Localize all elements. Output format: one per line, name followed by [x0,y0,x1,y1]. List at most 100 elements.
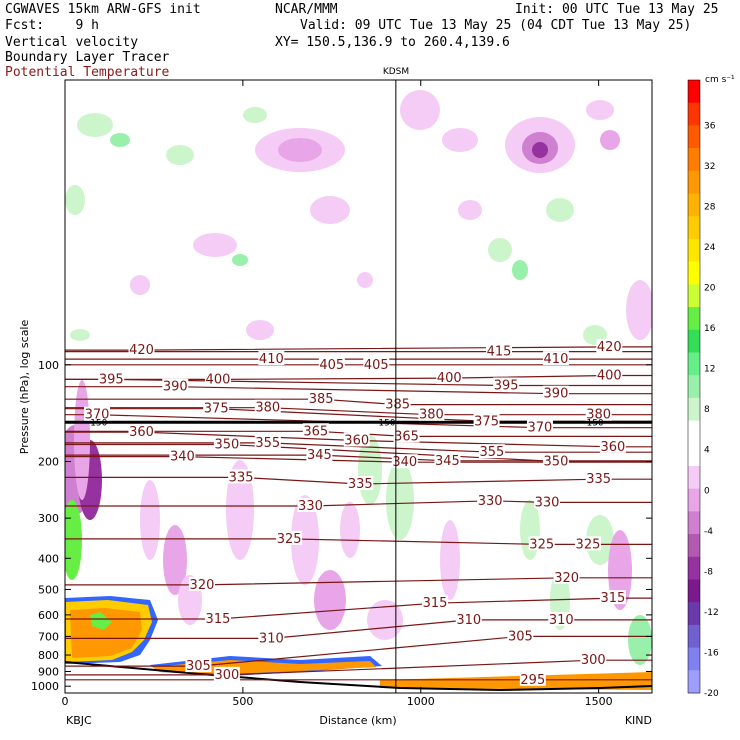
contour-label-bg [526,419,553,434]
contour-label-bg [585,471,612,486]
velocity-blob [77,113,113,137]
x-tick-label: 1500 [585,695,613,708]
contour-label-bg [542,453,569,468]
velocity-blob [278,138,322,162]
colorbar-swatch [688,352,700,376]
theta-contour-400 [65,374,652,380]
velocity-streak [440,520,460,600]
theta-contour-420 [65,346,652,351]
tracer-core [70,608,142,658]
velocity-blob [65,185,85,215]
theta-label: 390 [544,387,569,402]
theta-label: 325 [529,537,554,552]
contour-label-bg [574,536,601,551]
theta-label: 360 [344,433,369,448]
velocity-blob [546,198,574,222]
theta-label: 300 [214,668,239,683]
theta-label: 315 [423,596,448,611]
theta-label: 390 [163,380,188,395]
contour-label-bg [308,391,335,406]
contour-label-bg [384,396,411,411]
contour-label-bg [169,448,196,463]
y-tick-label: 400 [38,552,59,565]
theta-label: 420 [129,343,154,358]
theta-contour-395 [65,378,652,387]
contour-label-bg [519,671,546,686]
theta-label: 380 [419,408,444,423]
valid-time: Valid: 09 UTC Tue 13 May 25 (04 CDT Tue … [300,18,692,33]
theta-label: 410 [544,352,569,367]
velocity-streak [340,502,360,558]
velocity-blob [246,320,274,340]
theta-label: 325 [576,537,601,552]
theta-label: 360 [600,440,625,455]
contour-label-bg [486,343,513,358]
velocity-streak [386,460,414,540]
contour-label-bg [258,630,285,645]
colorbar-swatch [688,420,700,444]
contour-label-bg [363,356,390,371]
chart-title: KDSM [383,67,409,77]
theta-label: 400 [206,372,231,387]
contour-label-bg [213,436,240,451]
contour-label-bg [507,628,534,643]
tracer-lower-band [380,672,652,690]
y-tick-label: 200 [38,456,59,469]
contour-label-bg [128,342,155,357]
contour-label-bg [306,447,333,462]
y-tick-label: 500 [38,583,59,596]
contour-label-bg [477,492,504,507]
velocity-streak [163,525,187,595]
contour-label-bg [599,438,626,453]
tracer-label: 150 [378,418,395,428]
colorbar-swatch [688,375,700,399]
contour-label-bg [254,399,281,414]
field-potential-temperature: Potential Temperature [5,65,170,80]
velocity-streak [367,600,403,640]
contour-label-bg [599,590,626,605]
colorbar-tick-label: 32 [704,162,715,172]
y-tick-label: 300 [38,512,59,525]
theta-label: 320 [190,578,215,593]
contour-label-bg [276,530,303,545]
velocity-streak [140,480,160,560]
theta-label: 320 [554,571,579,586]
y-tick-label: 700 [38,630,59,643]
theta-contour-350 [65,443,652,463]
velocity-blob [532,142,548,158]
colorbar-tick-label: 16 [704,324,716,334]
colorbar-swatch [688,261,700,285]
contour-label-bg [418,406,445,421]
x-tick-label: 0 [62,695,69,708]
colorbar-tick-label: 12 [704,365,715,375]
velocity-blob [442,128,478,152]
colorbar-swatch [688,329,700,353]
colorbar-tick-label: 36 [704,121,716,131]
contour-label-bg [534,494,561,509]
velocity-streak [608,530,632,610]
contour-label-bg [393,428,420,443]
velocity-streak [291,495,319,585]
vertical-velocity-field [65,90,652,692]
colorbar-swatch [688,670,700,694]
colorbar-tick-label: 28 [704,202,716,212]
theta-label: 410 [259,352,284,367]
theta-label: 405 [364,358,389,373]
velocity-blob [488,238,512,262]
theta-label: 385 [385,398,410,413]
contour-label-bg [318,356,345,371]
colorbar-swatch [688,465,700,490]
colorbar-swatch [688,307,700,331]
velocity-blob [70,329,90,341]
colorbar-swatch [688,238,700,263]
theta-label: 310 [259,631,284,646]
theta-label: 350 [214,437,239,452]
velocity-blob [458,200,482,220]
theta-label: 340 [392,455,417,470]
contour-label-bg [162,378,189,393]
theta-label: 325 [277,532,302,547]
velocity-blob [193,233,237,257]
contour-label-bg [347,476,374,491]
velocity-blob [357,272,373,288]
theta-label: 345 [307,448,332,463]
